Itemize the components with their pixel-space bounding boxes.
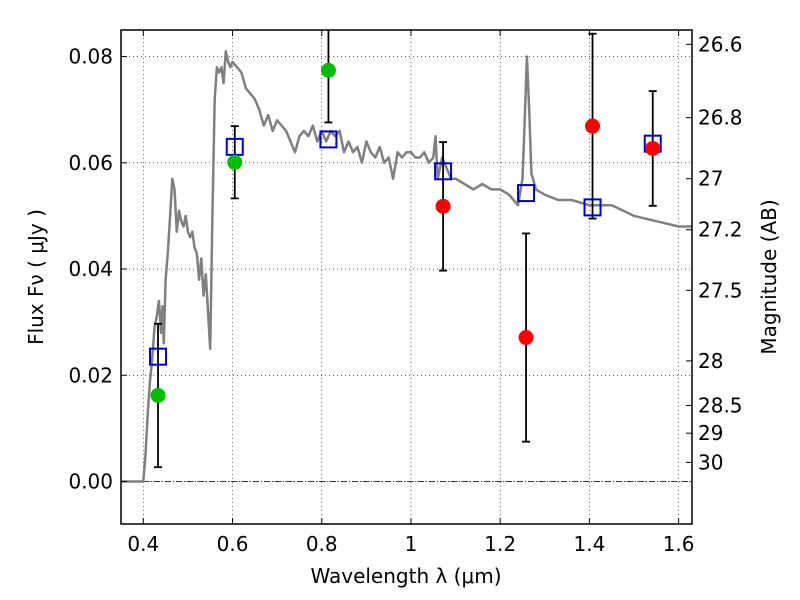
y-axis-label: Flux Fν ( μJy ): [24, 209, 48, 345]
y-tick-label: 0.04: [68, 257, 113, 281]
observed-point: [227, 154, 243, 170]
plot-content: [121, 30, 692, 483]
model-point-square: [583, 198, 602, 217]
magnitude-tick-label: 28.5: [698, 394, 743, 418]
x-tick-label: 1: [405, 532, 418, 556]
observed-point: [435, 198, 451, 214]
model-point-square: [434, 162, 453, 181]
y-tick-label: 0.06: [68, 151, 113, 175]
magnitude-tick-label: 27.5: [698, 278, 743, 302]
x-tick-label: 1.6: [663, 532, 695, 556]
x-axis-label: Wavelength λ (μm): [310, 564, 501, 588]
model-point-square: [517, 184, 536, 203]
magnitude-tick-label: 26.6: [698, 32, 743, 56]
observed-point: [320, 62, 336, 78]
magnitude-tick-label: 27: [698, 167, 723, 191]
observed-point: [585, 118, 601, 134]
magnitude-axis-ticks: 26.6 26.8 27 27.2 27.5 28 28.5 29 30: [686, 32, 743, 474]
x-tick-label: 0.6: [217, 532, 249, 556]
magnitude-tick-label: 26.8: [698, 106, 743, 130]
magnitude-tick-label: 27.2: [698, 218, 743, 242]
y-tick-label: 0.00: [68, 470, 113, 494]
x-tick-label: 1.2: [484, 532, 516, 556]
magnitude-tick-label: 29: [698, 421, 723, 445]
model-point-square: [149, 347, 168, 366]
y-tick-label: 0.08: [68, 45, 113, 69]
x-tick-label: 1.4: [573, 532, 605, 556]
plot-area: [121, 30, 692, 524]
y-tick-label: 0.02: [68, 363, 113, 387]
x-tick-label: 0.4: [127, 532, 159, 556]
y-axis-ticks: 0.00 0.02 0.04 0.06 0.08: [68, 45, 127, 494]
observed-point: [645, 140, 661, 156]
magnitude-tick-label: 30: [698, 450, 723, 474]
plot-frame: [120, 29, 693, 525]
model-point-square: [319, 130, 338, 149]
x-axis-ticks: 0.4 0.6 0.8 1 1.2 1.4 1.6: [127, 30, 695, 556]
x-tick-label: 0.8: [306, 532, 338, 556]
template-spectrum-line: [121, 49, 692, 483]
magnitude-tick-label: 28: [698, 349, 723, 373]
magnitude-axis-label: Magnitude (AB): [757, 199, 781, 354]
observed-point: [150, 387, 166, 403]
observed-point: [518, 330, 534, 346]
